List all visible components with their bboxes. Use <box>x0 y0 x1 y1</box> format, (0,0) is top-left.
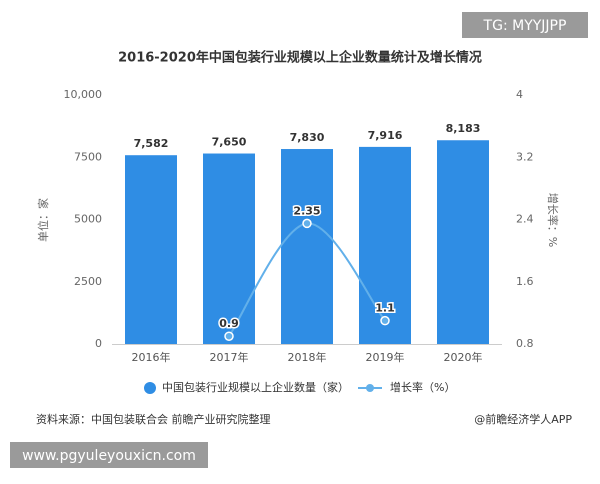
legend-label: 中国包装行业规模以上企业数量（家） <box>162 380 349 394</box>
value-label: 7,650 <box>212 136 247 149</box>
y2-tick-label: 2.4 <box>516 213 534 226</box>
y-tick-label: 5000 <box>74 213 102 226</box>
y-tick-label: 2500 <box>74 275 102 288</box>
line-value-label: 2.35 <box>293 204 320 217</box>
footer-url: www.pgyuleyouxicn.com <box>22 448 196 464</box>
line-value-label: 0.9 <box>219 317 239 330</box>
bar <box>359 146 411 344</box>
x-tick-label: 2019年 <box>366 350 405 364</box>
x-tick-label: 2017年 <box>210 350 249 364</box>
y2-axis-label: 增长率：% <box>546 193 560 247</box>
legend-marker <box>366 384 374 392</box>
legend-label: 增长率（%） <box>390 380 455 394</box>
url-box <box>10 442 208 468</box>
value-label: 7,582 <box>134 137 169 150</box>
bar <box>125 155 177 344</box>
chart-title: 2016-2020年中国包装行业规模以上企业数量统计及增长情况 <box>118 50 482 66</box>
bar <box>437 140 489 344</box>
y2-tick-label: 0.8 <box>516 337 534 350</box>
y-axis-label: 单位：家 <box>36 198 50 242</box>
tag-box <box>462 12 588 38</box>
value-label: 7,830 <box>290 131 325 144</box>
tag: TG: MYYJJPP <box>483 18 567 34</box>
line-point <box>302 218 312 229</box>
y2-tick-label: 4 <box>516 88 523 101</box>
x-tick-label: 2020年 <box>444 350 483 364</box>
x-tick-label: 2018年 <box>288 350 327 364</box>
bar <box>203 153 255 344</box>
line-value-label: 1.1 <box>375 302 395 315</box>
x-tick-label: 2016年 <box>132 350 171 364</box>
y2-tick-label: 3.2 <box>516 150 534 163</box>
y2-tick-label: 1.6 <box>516 275 534 288</box>
brand: @前瞻经济学人APP <box>474 412 572 426</box>
source: 资料来源：中国包装联合会 前瞻产业研究院整理 <box>36 412 271 426</box>
y-tick-label: 10,000 <box>64 88 103 101</box>
y-tick-label: 7500 <box>74 150 102 163</box>
legend-marker <box>144 382 156 394</box>
value-label: 8,183 <box>446 122 481 135</box>
bar <box>281 149 333 344</box>
y-tick-label: 0 <box>95 337 102 350</box>
line-point <box>380 315 390 326</box>
line-point <box>224 331 234 341</box>
value-label: 7,916 <box>368 129 403 142</box>
